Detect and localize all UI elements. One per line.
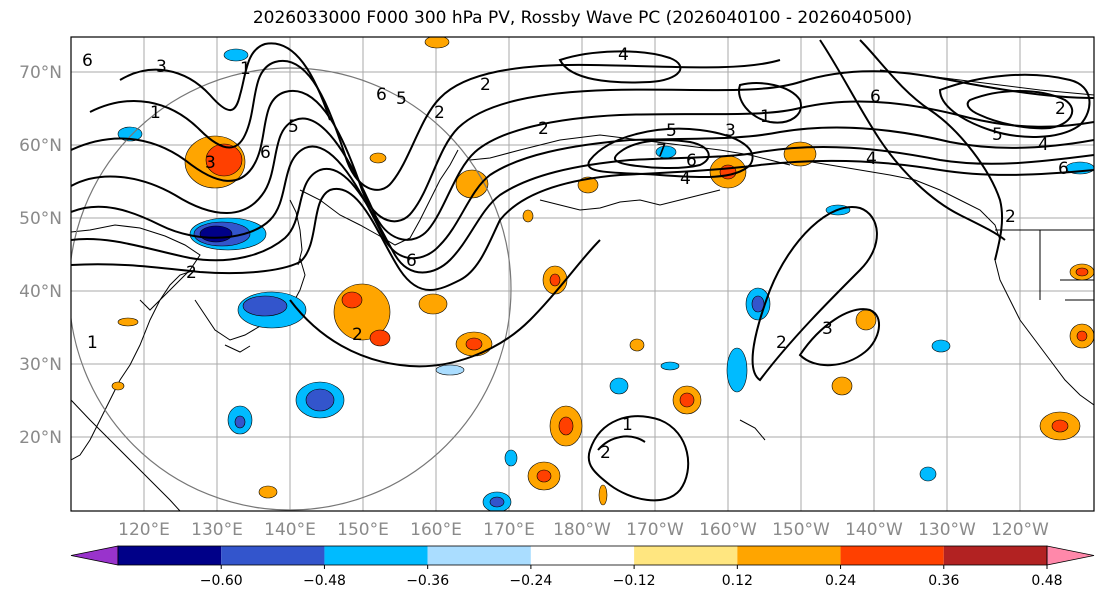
lon-label: 120°W bbox=[991, 520, 1049, 540]
lon-label: 140°W bbox=[845, 520, 903, 540]
contour-label: 2 bbox=[480, 75, 491, 95]
contour-label: 5 bbox=[666, 121, 677, 141]
colorbar-segment bbox=[324, 546, 428, 565]
lon-label: 160°E bbox=[410, 520, 462, 540]
contour-label: 5 bbox=[396, 89, 407, 109]
colorbar-segment bbox=[840, 546, 944, 565]
contour-label: 6 bbox=[260, 143, 271, 163]
contour-label: 4 bbox=[618, 45, 629, 65]
lat-label: 50°N bbox=[19, 209, 62, 229]
contour-label: 4 bbox=[680, 169, 691, 189]
colorbar-extend-low bbox=[70, 545, 119, 566]
contour-label: 6 bbox=[686, 151, 697, 171]
colorbar-segment bbox=[530, 546, 635, 565]
contour-label: 4 bbox=[866, 149, 877, 169]
colorbar-tick-label: −0.60 bbox=[200, 573, 243, 589]
contour-label: 2 bbox=[776, 333, 787, 353]
lon-label: 150°E bbox=[337, 520, 389, 540]
contour-label: 2 bbox=[434, 103, 445, 123]
lon-label: 170°W bbox=[626, 520, 684, 540]
contour-label: 3 bbox=[725, 121, 736, 141]
contour-label: 6 bbox=[82, 51, 93, 71]
colorbar-tick-label: 0.24 bbox=[825, 573, 856, 589]
contour-label: 6 bbox=[1058, 159, 1069, 179]
contour-label: 1 bbox=[760, 107, 771, 127]
contour-label: 7 bbox=[656, 141, 667, 161]
contour-label: 2 bbox=[600, 443, 611, 463]
lon-label: 120°E bbox=[118, 520, 170, 540]
latitude-labels: 70°N 60°N 50°N 40°N 30°N 20°N bbox=[19, 63, 62, 448]
pv-shading bbox=[111, 37, 1094, 511]
lon-label: 130°W bbox=[918, 520, 976, 540]
lat-label: 40°N bbox=[19, 282, 62, 302]
colorbar-extend-high bbox=[1046, 545, 1095, 566]
colorbar: −0.60 −0.48 −0.36 −0.24 −0.12 0.12 0.24 0.36 0.4… bbox=[70, 545, 1095, 589]
colorbar-segment bbox=[118, 546, 222, 565]
colorbar-segment bbox=[737, 546, 841, 565]
colorbar-segment bbox=[943, 546, 1047, 565]
map-frame bbox=[70, 36, 1095, 512]
longitude-labels: 120°E 130°E 140°E 150°E 160°E 170°E 180°… bbox=[118, 520, 1049, 540]
map-plot-area: 1 1 1 1 1 2 2 2 2 2 2 2 2 2 3 3 3 3 4 4 … bbox=[71, 37, 1094, 511]
gridlines bbox=[71, 37, 1094, 511]
lon-label: 130°E bbox=[191, 520, 243, 540]
lat-label: 20°N bbox=[19, 428, 62, 448]
colorbar-segment bbox=[427, 546, 531, 565]
contour-label: 1 bbox=[622, 415, 633, 435]
map-title: 2026033000 F000 300 hPa PV, Rossby Wave … bbox=[252, 8, 913, 28]
colorbar-outline bbox=[117, 545, 1048, 566]
colorbar-tick-label: 0.36 bbox=[928, 573, 959, 589]
colorbar-segment bbox=[221, 546, 325, 565]
contour-label: 6 bbox=[870, 87, 881, 107]
contour-label: 4 bbox=[1038, 135, 1049, 155]
contour-label: 1 bbox=[150, 103, 161, 123]
contour-labels: 1 1 1 1 1 2 2 2 2 2 2 2 2 2 3 3 3 3 4 4 … bbox=[82, 45, 1069, 463]
contour-label: 2 bbox=[352, 325, 363, 345]
contour-label: 6 bbox=[406, 251, 417, 271]
contour-label: 2 bbox=[538, 119, 549, 139]
contour-label: 1 bbox=[87, 333, 98, 353]
lon-label: 170°E bbox=[483, 520, 535, 540]
contour-label: 5 bbox=[992, 125, 1003, 145]
great-circle bbox=[71, 67, 512, 511]
colorbar-tick-label: −0.12 bbox=[613, 573, 656, 589]
contour-label: 2 bbox=[186, 263, 197, 283]
contour-label: 1 bbox=[240, 59, 251, 79]
colorbar-tick-label: 0.12 bbox=[722, 573, 753, 589]
lon-label: 140°E bbox=[264, 520, 316, 540]
contour-label: 6 bbox=[376, 85, 387, 105]
colorbar-segment bbox=[634, 546, 738, 565]
lat-label: 30°N bbox=[19, 355, 62, 375]
colorbar-tick-label: 0.48 bbox=[1031, 573, 1062, 589]
lon-label: 160°W bbox=[699, 520, 757, 540]
colorbar-tick-label: −0.36 bbox=[406, 573, 449, 589]
lon-label: 150°W bbox=[772, 520, 830, 540]
pv-contours bbox=[71, 39, 1094, 502]
colorbar-tick-label: −0.24 bbox=[509, 573, 552, 589]
contour-label: 2 bbox=[1005, 207, 1016, 227]
contour-label: 3 bbox=[156, 57, 167, 77]
contour-label: 5 bbox=[288, 117, 299, 137]
contour-label: 3 bbox=[205, 153, 216, 173]
lat-label: 60°N bbox=[19, 136, 62, 156]
contour-label: 3 bbox=[822, 319, 833, 339]
contour-label: 2 bbox=[1055, 99, 1066, 119]
colorbar-tick-label: −0.48 bbox=[303, 573, 346, 589]
lat-label: 70°N bbox=[19, 63, 62, 83]
lon-label: 180°W bbox=[553, 520, 611, 540]
